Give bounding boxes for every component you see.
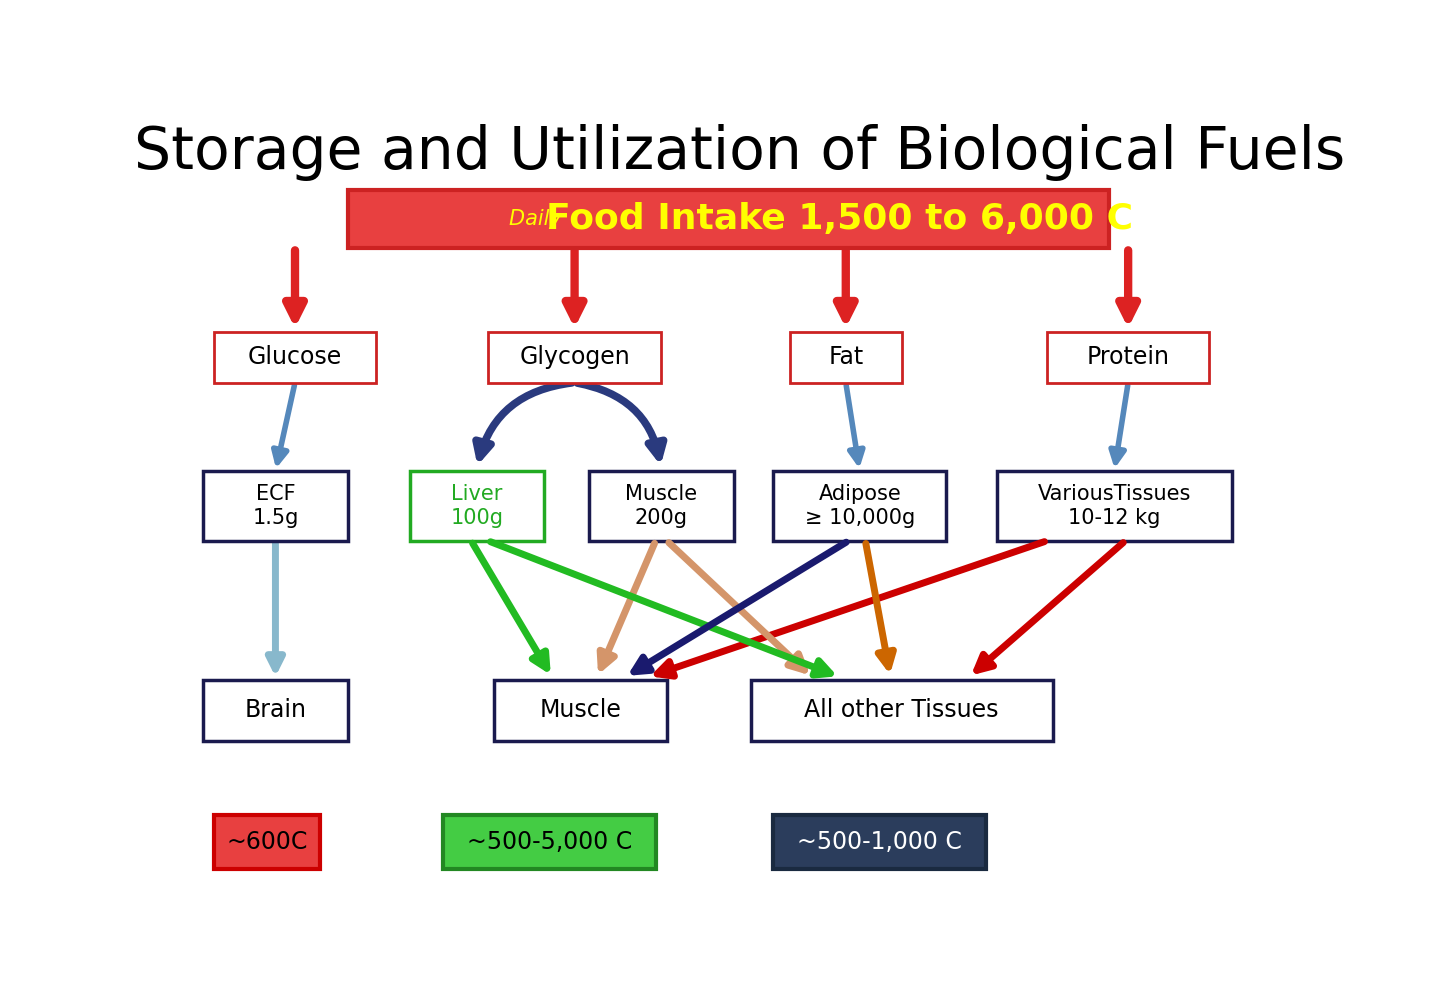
Text: Glucose: Glucose bbox=[248, 346, 342, 370]
Text: Brain: Brain bbox=[244, 698, 306, 722]
FancyBboxPatch shape bbox=[1048, 333, 1209, 383]
Text: Fat: Fat bbox=[828, 346, 863, 370]
Text: VariousTissues
10-12 kg: VariousTissues 10-12 kg bbox=[1038, 484, 1190, 528]
FancyBboxPatch shape bbox=[773, 815, 986, 869]
FancyBboxPatch shape bbox=[488, 333, 661, 383]
Text: ECF
1.5g: ECF 1.5g bbox=[253, 484, 299, 528]
FancyBboxPatch shape bbox=[410, 471, 544, 541]
Text: Glycogen: Glycogen bbox=[519, 346, 631, 370]
Text: Protein: Protein bbox=[1087, 346, 1170, 370]
FancyBboxPatch shape bbox=[348, 189, 1108, 247]
FancyBboxPatch shape bbox=[589, 471, 734, 541]
Text: All other Tissues: All other Tissues bbox=[804, 698, 999, 722]
Text: Adipose
≥ 10,000g: Adipose ≥ 10,000g bbox=[805, 484, 915, 528]
FancyBboxPatch shape bbox=[789, 333, 902, 383]
Text: ~600C: ~600C bbox=[227, 830, 307, 854]
FancyBboxPatch shape bbox=[494, 679, 667, 741]
Text: Muscle
200g: Muscle 200g bbox=[625, 484, 697, 528]
Text: Food Intake 1,500 to 6,000 C: Food Intake 1,500 to 6,000 C bbox=[545, 201, 1133, 235]
FancyBboxPatch shape bbox=[773, 471, 947, 541]
Text: Liver
100g: Liver 100g bbox=[450, 484, 504, 528]
FancyBboxPatch shape bbox=[214, 333, 377, 383]
FancyBboxPatch shape bbox=[750, 679, 1053, 741]
FancyBboxPatch shape bbox=[202, 471, 348, 541]
FancyBboxPatch shape bbox=[443, 815, 655, 869]
Text: Daily: Daily bbox=[508, 208, 569, 228]
FancyBboxPatch shape bbox=[997, 471, 1232, 541]
FancyBboxPatch shape bbox=[202, 679, 348, 741]
FancyBboxPatch shape bbox=[214, 815, 320, 869]
Text: ~500-5,000 C: ~500-5,000 C bbox=[466, 830, 632, 854]
Text: Muscle: Muscle bbox=[540, 698, 620, 722]
Text: Storage and Utilization of Biological Fuels: Storage and Utilization of Biological Fu… bbox=[134, 124, 1345, 181]
Text: ~500-1,000 C: ~500-1,000 C bbox=[797, 830, 962, 854]
